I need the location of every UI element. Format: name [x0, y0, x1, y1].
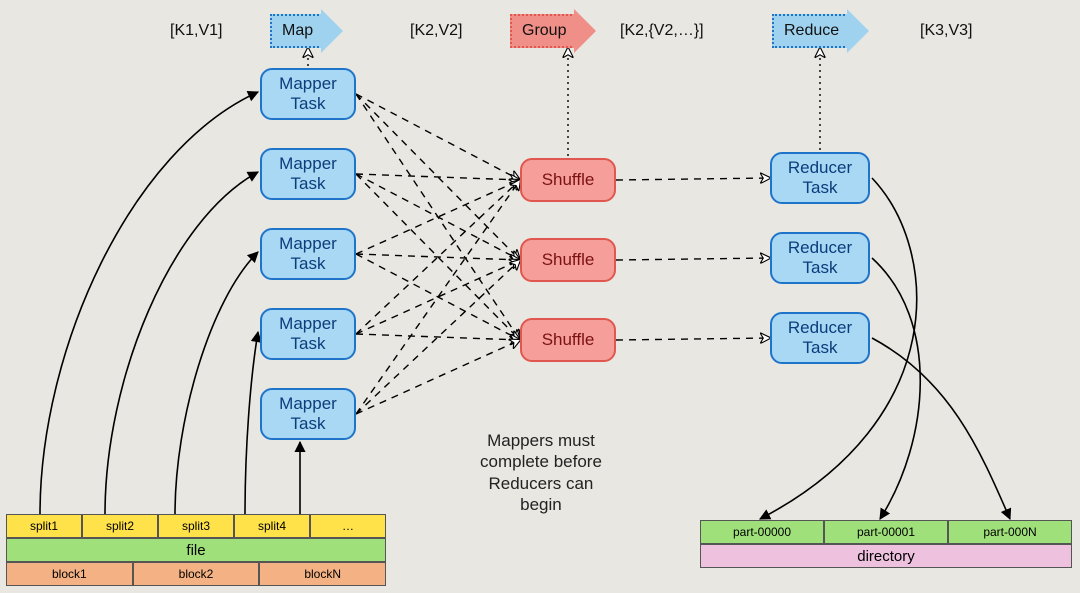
mapper-task-2: MapperTask [260, 228, 356, 280]
input-file-stack: split1split2split3split4… file block1blo… [6, 514, 386, 586]
part-file-0: part-00000 [700, 520, 824, 544]
phase-arrow-reduce: Reduce [772, 14, 849, 48]
reducer-task-2: ReducerTask [770, 312, 870, 364]
split-2: split3 [158, 514, 234, 538]
kv-label-1: [K2,V2] [410, 22, 462, 40]
reducer-task-0: ReducerTask [770, 152, 870, 204]
part-file-1: part-00001 [824, 520, 948, 544]
mapper-task-3: MapperTask [260, 308, 356, 360]
kv-label-0: [K1,V1] [170, 22, 222, 40]
mapper-task-4: MapperTask [260, 388, 356, 440]
shuffle-1: Shuffle [520, 238, 616, 282]
split-0: split1 [6, 514, 82, 538]
block-0: block1 [6, 562, 133, 586]
split-4: … [310, 514, 386, 538]
directory-label: directory [700, 544, 1072, 568]
shuffle-2: Shuffle [520, 318, 616, 362]
mappers-note: Mappers mustcomplete beforeReducers canb… [480, 430, 602, 515]
part-file-2: part-000N [948, 520, 1072, 544]
split-1: split2 [82, 514, 158, 538]
output-directory-stack: part-00000part-00001part-000N directory [700, 520, 1072, 568]
reducer-task-1: ReducerTask [770, 232, 870, 284]
file-label: file [6, 538, 386, 562]
phase-arrow-group: Group [510, 14, 576, 48]
mapper-task-0: MapperTask [260, 68, 356, 120]
kv-label-2: [K2,{V2,…}] [620, 22, 704, 40]
shuffle-0: Shuffle [520, 158, 616, 202]
split-3: split4 [234, 514, 310, 538]
kv-label-3: [K3,V3] [920, 22, 972, 40]
phase-arrow-map: Map [270, 14, 323, 48]
block-1: block2 [133, 562, 260, 586]
block-2: blockN [259, 562, 386, 586]
mapper-task-1: MapperTask [260, 148, 356, 200]
